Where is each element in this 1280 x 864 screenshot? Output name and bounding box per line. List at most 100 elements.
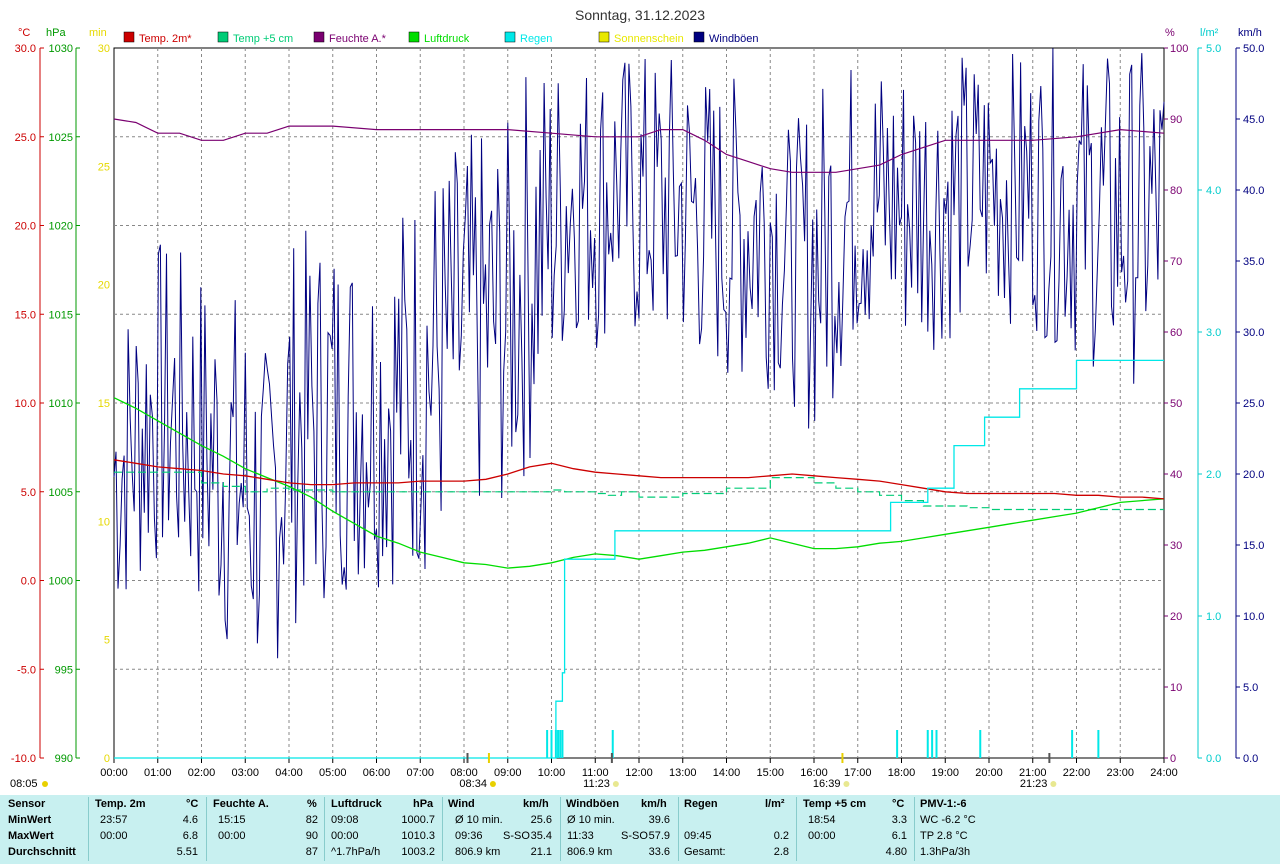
- humidity-tick-label: 20: [1170, 611, 1182, 623]
- wind-tick-label: 45.0: [1243, 114, 1264, 126]
- chart-title: Sonntag, 31.12.2023: [575, 7, 705, 23]
- legend-swatch: [598, 31, 610, 43]
- header-temp-unit: °C: [186, 798, 199, 810]
- stats-cell-pmv: WC -6.2 °C: [920, 814, 976, 826]
- legend-label: Windböen: [709, 33, 759, 45]
- wind-tick-label: 40.0: [1243, 185, 1264, 197]
- legend-swatch: [504, 31, 516, 43]
- temp-tick-label: 25.0: [15, 132, 36, 144]
- header-pressure-unit: hPa: [413, 798, 434, 810]
- x-tick-label: 08:00: [450, 767, 478, 779]
- pressure-tick-label: 1005: [49, 487, 73, 499]
- pressure-tick-label: 990: [55, 753, 73, 765]
- rain-interval-bar: [554, 730, 557, 758]
- pressure-axis-unit: hPa: [46, 27, 66, 39]
- sun-icon: [843, 781, 850, 787]
- stats-cell-pmv: TP 2.8 °C: [920, 830, 968, 842]
- temp-tick-label: -5.0: [17, 664, 36, 676]
- column-divider: [796, 797, 797, 861]
- x-tick-label: 22:00: [1063, 767, 1091, 779]
- temp-tick-label: 15.0: [15, 309, 36, 321]
- wind-tick-label: 5.0: [1243, 682, 1258, 694]
- wind-tick-label: 50.0: [1243, 43, 1264, 55]
- wind-tick-label: 0.0: [1243, 753, 1258, 765]
- stats-cell-rain-time: 09:45: [684, 830, 712, 842]
- header-gust-unit: km/h: [641, 798, 667, 810]
- rain-interval-bar: [979, 730, 982, 758]
- column-divider: [678, 797, 679, 861]
- weather-chart: Sonntag, 31.12.2023 00:00 01:00 02:00 03:00…: [10, 7, 1265, 790]
- stats-cell-wind-val: 25.6: [530, 814, 552, 826]
- wind-tick-label: 15.0: [1243, 540, 1264, 552]
- header-gust: Windböen: [566, 798, 620, 810]
- column-divider: [324, 797, 325, 861]
- header-pmv: PMV-1:-6: [920, 798, 967, 810]
- chart-grid: [113, 47, 1165, 759]
- stats-cell-gust-dir: S-SO: [621, 830, 648, 842]
- stats-cell-temp-val: 4.6: [182, 814, 198, 826]
- stats-row: Durchschnitt 5.51 87 ^1.7hPa/h 1003.2 806.9 k…: [0, 845, 1280, 861]
- marker-label: 11:23: [583, 778, 610, 790]
- series-regen: [114, 359, 1164, 759]
- chart-axes: 00:00 01:00 02:00 03:00 04:00 05:00 06:00 07:00…: [11, 27, 1265, 779]
- temp-tick-label: 30.0: [15, 43, 36, 55]
- stats-cell-gust-val: 57.9: [648, 830, 670, 842]
- column-divider: [442, 797, 443, 861]
- stats-row: MaxWert 00:00 6.8 00:00 90 00:00 1010.3 09:36 S-…: [0, 829, 1280, 845]
- sun-icon: [42, 781, 48, 787]
- x-tick-label: 11:00: [582, 767, 609, 779]
- rain-tick-label: 3.0: [1206, 327, 1221, 339]
- humidity-tick-label: 40: [1170, 469, 1182, 481]
- legend-label: Feuchte A.*: [329, 33, 387, 45]
- temp-tick-label: 10.0: [15, 398, 36, 410]
- humidity-tick-label: 50: [1170, 398, 1182, 410]
- stats-cell-press-val: 1010.3: [401, 830, 435, 842]
- stats-cell-wind-val: 35.4: [530, 830, 552, 842]
- rain-interval-bar: [557, 730, 560, 758]
- header-temp5-unit: °C: [892, 798, 905, 810]
- x-tick-label: 15:00: [756, 767, 784, 779]
- stats-cell-hum-val: 90: [305, 830, 318, 842]
- pressure-tick-label: 1000: [49, 576, 73, 588]
- rain-interval-bar: [1071, 730, 1074, 758]
- rain-tick-label: 2.0: [1206, 469, 1221, 481]
- stats-cell-wind-time: Ø 10 min.: [455, 814, 503, 826]
- x-tick-label: 20:00: [975, 767, 1003, 779]
- stats-cell-press-val: 1003.2: [401, 846, 435, 858]
- stats-cell-press-val: 1000.7: [401, 814, 435, 826]
- pressure-tick-label: 1020: [49, 221, 73, 233]
- stats-cell-rain-val: 2.8: [773, 846, 789, 858]
- x-tick-label: 21:00: [1019, 767, 1047, 779]
- stats-cell-temp-time: 00:00: [100, 830, 128, 842]
- column-divider: [88, 797, 89, 861]
- series-temp-2m: [113, 459, 1165, 500]
- x-tick-label: 13:00: [669, 767, 697, 779]
- stats-cell-press-time: 00:00: [331, 830, 359, 842]
- rain-tick-label: 1.0: [1206, 611, 1221, 623]
- rain-interval-bar: [896, 730, 899, 758]
- stats-cell-press-time: 09:08: [331, 814, 359, 826]
- marker-label: 16:39: [813, 778, 841, 790]
- humidity-tick-label: 0: [1170, 753, 1176, 765]
- header-rain: Regen: [684, 798, 718, 810]
- marker-label: 21:23: [1020, 778, 1048, 790]
- temp-tick-label: -10.0: [11, 753, 36, 765]
- sunshine-tick-label: 0: [104, 753, 110, 765]
- x-tick-label: 02:00: [188, 767, 216, 779]
- legend-swatch: [408, 31, 420, 43]
- x-tick-label: 03:00: [231, 767, 259, 779]
- sunshine-tick-label: 25: [98, 161, 110, 173]
- humidity-tick-label: 60: [1170, 327, 1182, 339]
- header-temp5: Temp +5 cm: [803, 798, 867, 810]
- x-tick-label: 18:00: [888, 767, 916, 779]
- humidity-tick-label: 70: [1170, 256, 1182, 268]
- stats-cell-label: MaxWert: [8, 830, 54, 842]
- stats-cell-gust-time: Ø 10 min.: [567, 814, 615, 826]
- humidity-axis-unit: %: [1165, 27, 1175, 39]
- pressure-tick-label: 1025: [49, 132, 73, 144]
- rain-tick-label: 5.0: [1206, 43, 1221, 55]
- temp-tick-label: 20.0: [15, 221, 36, 233]
- stats-cell-temp-val: 6.8: [182, 830, 198, 842]
- rain-interval-bar: [546, 730, 549, 758]
- chart-plot-area: [113, 48, 1165, 759]
